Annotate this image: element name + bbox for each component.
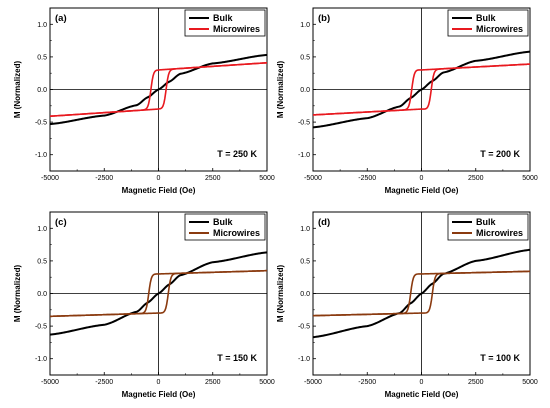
bulk-curve (313, 50, 530, 129)
x-tick-label: -5000 (41, 175, 59, 182)
x-axis-title: Magnetic Field (Oe) (122, 186, 196, 195)
panel-d: -5000 -2500 0 2500 5000 -1.0 -0.5 0.0 0.5 1.0 Magn… (276, 211, 538, 399)
temperature-annotation: T = 200 K (480, 149, 520, 159)
y-tick-label: 0.5 (37, 258, 47, 265)
x-tick-label: 5000 (522, 379, 538, 386)
x-tick-label: -2500 (95, 175, 113, 182)
y-tick-label: -1.0 (35, 356, 47, 363)
y-tick-label: 0.5 (37, 54, 47, 61)
bulk-curve (313, 248, 530, 339)
legend-box (184, 213, 266, 241)
microwires-branch-descending (50, 61, 267, 118)
legend-label-bulk: Bulk (213, 217, 233, 227)
series-bulk (313, 248, 530, 339)
y-tick-label: -0.5 (298, 120, 310, 127)
y-tick-label: 1.0 (37, 22, 47, 29)
y-tick-label: 0.0 (300, 87, 310, 94)
series-bulk (313, 50, 530, 129)
x-tick-label: -2500 (95, 379, 113, 386)
panel-label: (c) (55, 217, 67, 228)
y-axis-title: M (Normalized) (13, 61, 22, 119)
x-tick-label: 5000 (522, 175, 538, 182)
y-axis-title: M (Normalized) (276, 61, 285, 119)
y-tick-label: -0.5 (35, 324, 47, 331)
legend-label-micro: Microwires (213, 24, 260, 34)
x-axis-title: Magnetic Field (Oe) (122, 390, 196, 399)
series-bulk (50, 251, 267, 336)
y-tick-label: -1.0 (298, 356, 310, 363)
y-tick-label: 0.0 (37, 87, 47, 94)
series-micro (313, 270, 530, 317)
y-tick-label: -0.5 (35, 120, 47, 127)
legend-label-micro: Microwires (213, 228, 260, 238)
legend-box (184, 9, 266, 37)
y-tick-label: 0.0 (37, 291, 47, 298)
x-tick-label: 2500 (468, 379, 484, 386)
series-micro (50, 61, 267, 118)
x-axis-title: Magnetic Field (Oe) (385, 390, 459, 399)
legend-label-bulk: Bulk (476, 217, 496, 227)
panel-a: -5000 -2500 0 2500 5000 -1.0 -0.5 0.0 0.5 1.0 Magn… (13, 7, 275, 195)
y-tick-label: 1.0 (300, 22, 310, 29)
temperature-annotation: T = 250 K (217, 149, 257, 159)
y-tick-label: -1.0 (35, 152, 47, 159)
microwires-branch-descending (313, 63, 530, 116)
x-tick-label: 5000 (259, 175, 275, 182)
panel-label: (a) (55, 13, 67, 24)
microwires-branch-descending (313, 270, 530, 317)
y-tick-label: -0.5 (298, 324, 310, 331)
temperature-annotation: T = 150 K (217, 353, 257, 363)
x-tick-label: -5000 (304, 175, 322, 182)
microwires-branch-descending (50, 269, 267, 318)
x-axis-title: Magnetic Field (Oe) (385, 186, 459, 195)
bulk-curve (50, 53, 267, 126)
series-micro (313, 63, 530, 116)
legend-label-bulk: Bulk (476, 13, 496, 23)
x-tick-label: 2500 (468, 175, 484, 182)
x-tick-label: -2500 (358, 175, 376, 182)
x-tick-label: 2500 (205, 175, 221, 182)
bulk-curve (50, 251, 267, 336)
legend-label-bulk: Bulk (213, 13, 233, 23)
temperature-annotation: T = 100 K (480, 353, 520, 363)
series-micro (50, 269, 267, 318)
x-tick-label: 5000 (259, 379, 275, 386)
legend-box (447, 213, 529, 241)
y-axis-title: M (Normalized) (276, 265, 285, 323)
x-tick-label: 2500 (205, 379, 221, 386)
panel-label: (b) (318, 13, 330, 24)
legend-label-micro: Microwires (476, 228, 523, 238)
x-tick-label: -5000 (41, 379, 59, 386)
y-tick-label: -1.0 (298, 152, 310, 159)
y-tick-label: 0.5 (300, 258, 310, 265)
y-tick-label: 1.0 (37, 226, 47, 233)
series-bulk (50, 53, 267, 126)
x-tick-label: 0 (420, 175, 424, 182)
legend-box (447, 9, 529, 37)
y-tick-label: 1.0 (300, 226, 310, 233)
y-tick-label: 0.5 (300, 54, 310, 61)
panel-label: (d) (318, 217, 330, 228)
x-tick-label: 0 (157, 379, 161, 386)
x-tick-label: -5000 (304, 379, 322, 386)
y-axis-title: M (Normalized) (13, 265, 22, 323)
panel-c: -5000 -2500 0 2500 5000 -1.0 -0.5 0.0 0.5 1.0 Magn… (13, 211, 275, 399)
y-tick-label: 0.0 (300, 291, 310, 298)
x-tick-label: 0 (420, 379, 424, 386)
x-tick-label: 0 (157, 175, 161, 182)
x-tick-label: -2500 (358, 379, 376, 386)
legend-label-micro: Microwires (476, 24, 523, 34)
panel-b: -5000 -2500 0 2500 5000 -1.0 -0.5 0.0 0.5 1.0 Magn… (276, 7, 538, 195)
